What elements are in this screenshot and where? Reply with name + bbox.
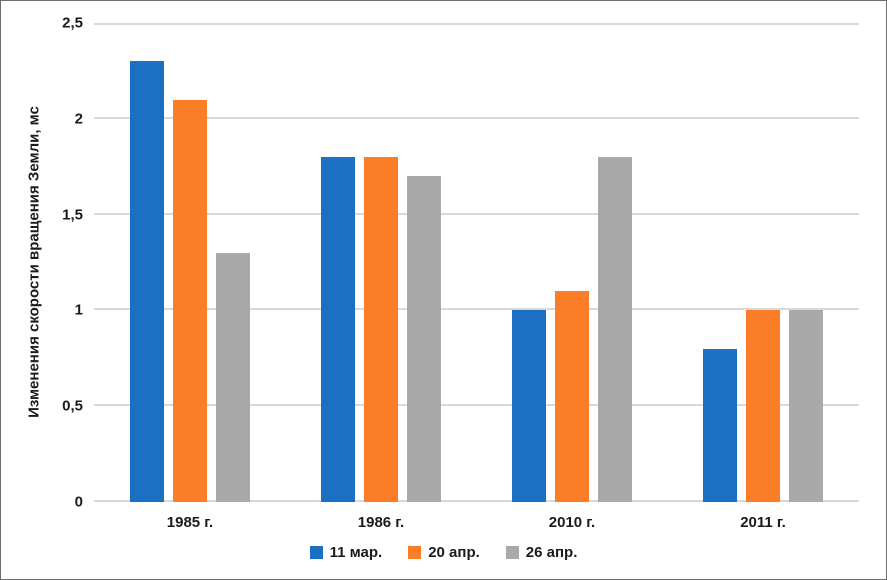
bar-2010 г.-11 мар. [512, 310, 546, 502]
x-tick-label: 1985 г. [166, 514, 214, 531]
bar-1985 г.-11 мар. [130, 61, 164, 502]
plot-area [94, 23, 859, 502]
legend-swatch-icon [505, 546, 519, 559]
y-tick-label: 0 [74, 493, 83, 511]
bar-1986 г.-26 апр. [407, 176, 441, 502]
bar-2011 г.-20 апр. [746, 310, 780, 502]
legend-item: 26 апр. [505, 544, 578, 561]
bar-2010 г.-20 апр. [555, 291, 589, 502]
y-tick-label: 2,5 [62, 14, 83, 32]
legend-label: 26 апр. [525, 544, 578, 561]
x-tick-label: 2010 г. [548, 514, 596, 531]
legend-swatch-icon [408, 546, 422, 559]
x-tick-label: 2011 г. [740, 514, 786, 531]
y-tick-label: 1 [74, 301, 83, 319]
bar-1986 г.-11 мар. [321, 157, 355, 502]
bar-2011 г.-11 мар. [703, 349, 737, 502]
gridline [94, 308, 859, 310]
x-axis-line [94, 500, 859, 502]
legend-label: 11 мар. [329, 544, 383, 561]
y-tick-label: 0,5 [62, 397, 83, 415]
legend: 11 мар. 20 апр. 26 апр. [1, 545, 886, 560]
bar-1986 г.-20 апр. [364, 157, 398, 502]
legend-label: 20 апр. [428, 544, 480, 561]
legend-item: 11 мар. [309, 544, 383, 561]
legend-swatch-icon [309, 546, 323, 559]
bar-2010 г.-26 апр. [598, 157, 632, 502]
gridline [94, 23, 859, 25]
y-axis-title: Изменения скорости вращения Земли, мс [25, 106, 43, 418]
legend-item: 20 апр. [408, 545, 480, 560]
gridline [94, 117, 859, 119]
y-tick-label: 1,5 [62, 206, 83, 224]
bar-2011 г.-26 апр. [789, 310, 823, 502]
x-tick-label: 1986 г. [357, 514, 405, 531]
bar-1985 г.-20 апр. [173, 100, 207, 502]
gridline [94, 213, 859, 215]
y-tick-label: 2 [74, 110, 83, 128]
bar-1985 г.-26 апр. [216, 253, 250, 502]
gridline [94, 404, 859, 406]
